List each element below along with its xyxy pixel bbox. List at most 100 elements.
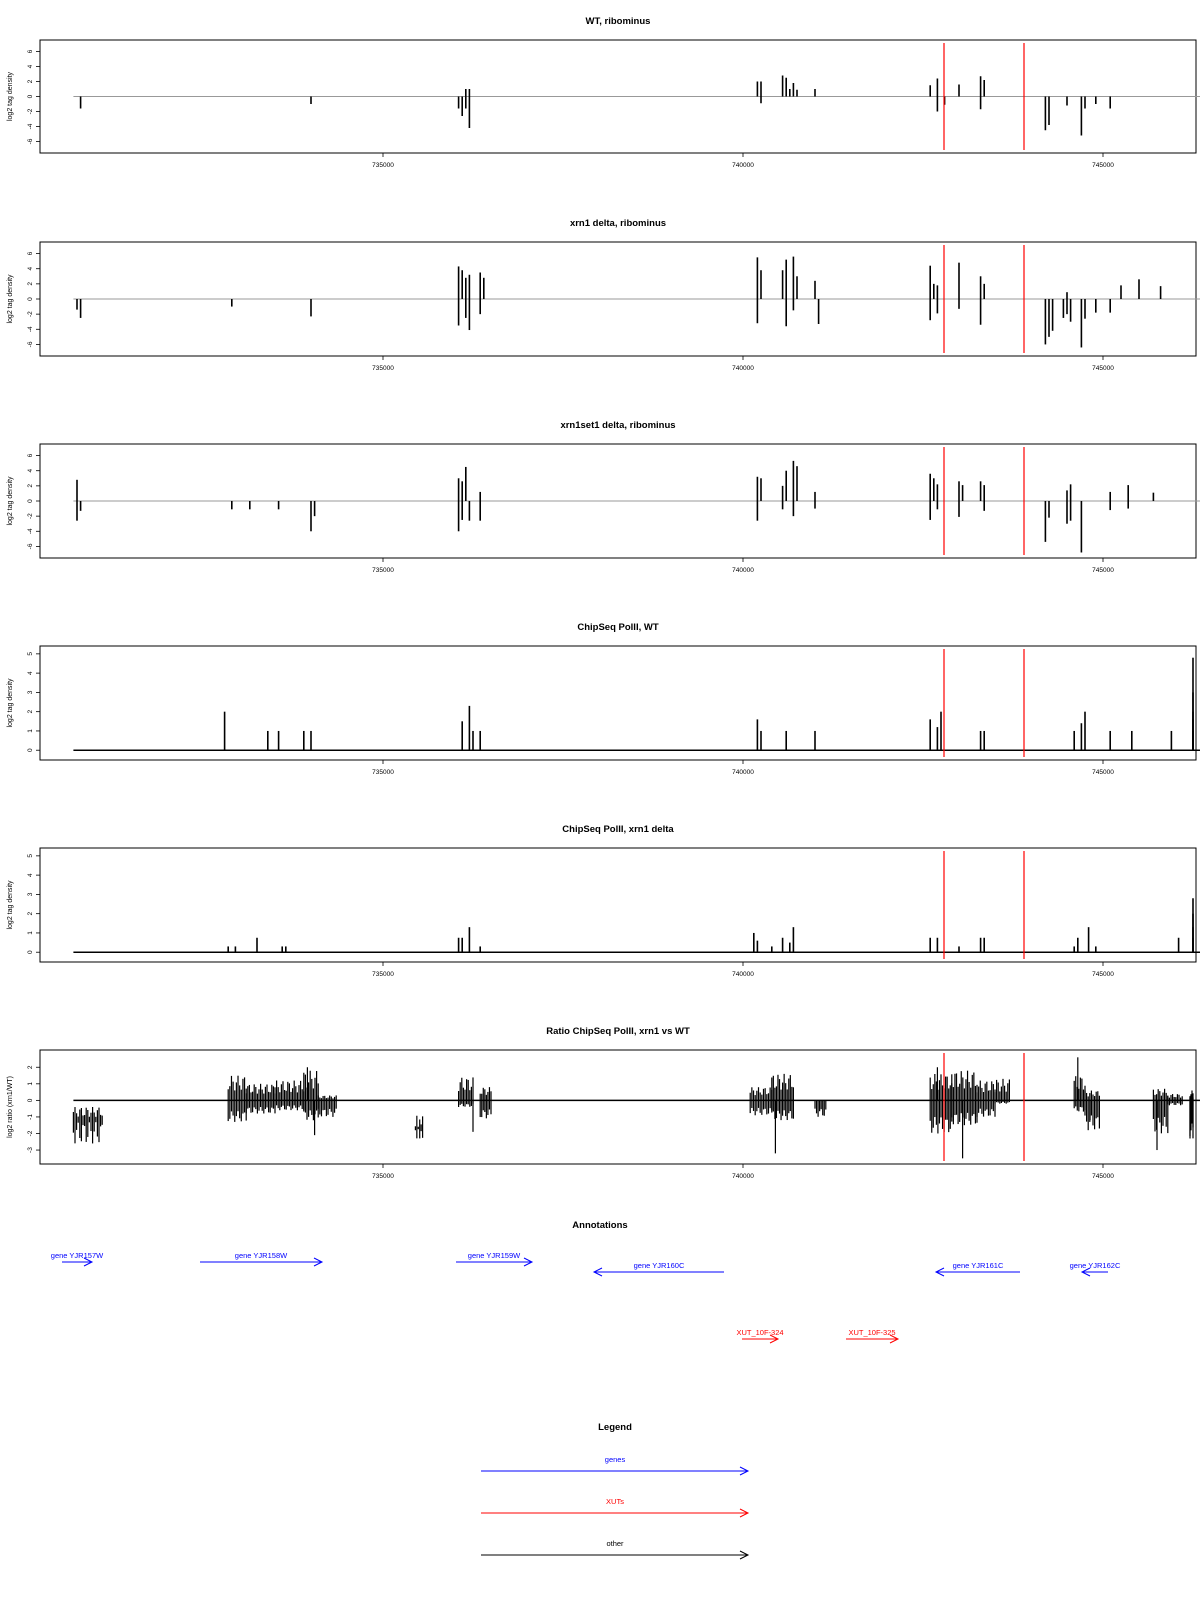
xut-arrow	[742, 1334, 780, 1344]
x-tick-label: 735000	[372, 567, 394, 574]
y-tick-label: -6	[27, 543, 34, 549]
xut-arrow	[846, 1334, 900, 1344]
x-tick-label: 745000	[1092, 365, 1114, 372]
y-tick-label: -4	[27, 123, 34, 129]
x-tick-label: 735000	[372, 162, 394, 169]
legend-label: XUTs	[606, 1497, 624, 1506]
arrow-head	[934, 1267, 945, 1277]
gene-label: gene YJR161C	[953, 1261, 1004, 1270]
x-tick-label: 735000	[372, 971, 394, 978]
x-tick-label: 745000	[1092, 769, 1114, 776]
y-tick-label: 2	[27, 911, 34, 915]
legend-arrow	[481, 1550, 750, 1560]
plot-frame	[39, 847, 1197, 963]
chart-panel-2: xrn1 delta, ribominus log2 tag density -6 -…	[7, 218, 1200, 372]
arrow-head	[523, 1257, 534, 1267]
arrow-head	[739, 1466, 750, 1476]
y-axis-label: log2 tag density	[7, 476, 14, 526]
gene-label: gene YJR157W	[51, 1251, 104, 1260]
y-tick-label: 6	[27, 251, 34, 255]
gene-arrow	[456, 1257, 534, 1267]
x-tick-label: 740000	[732, 365, 754, 372]
chart-panel-4: ChipSeq PolII, WT log2 tag density 0 1 2 3 4 5 7…	[7, 622, 1200, 776]
y-axis-label: log2 tag density	[7, 880, 14, 930]
y-tick-label: -3	[27, 1147, 34, 1153]
y-tick-label: 0	[27, 950, 34, 954]
y-tick-label: 4	[27, 469, 34, 473]
y-tick-label: 2	[27, 709, 34, 713]
y-tick-label: 6	[27, 453, 34, 457]
chart-title: Ratio ChipSeq PolII, xrn1 vs WT	[546, 1026, 690, 1037]
y-tick-label: 4	[27, 873, 34, 877]
gene-label: gene YJR162C	[1070, 1261, 1121, 1270]
x-tick-label: 745000	[1092, 162, 1114, 169]
y-tick-label: 2	[27, 484, 34, 488]
y-tick-label: -4	[27, 326, 34, 332]
y-tick-label: -2	[27, 311, 34, 317]
y-tick-label: 2	[27, 79, 34, 83]
y-tick-label: -6	[27, 341, 34, 347]
y-tick-label: 5	[27, 652, 34, 656]
y-tick-label: -1	[27, 1114, 34, 1120]
x-tick-label: 740000	[732, 1173, 754, 1180]
arrow-head	[83, 1257, 94, 1267]
y-tick-label: 0	[27, 297, 34, 301]
chart-title: ChipSeq PolII, xrn1 delta	[562, 824, 674, 835]
arrow-head	[739, 1550, 750, 1560]
chart-title: ChipSeq PolII, WT	[577, 622, 658, 633]
y-tick-label: 0	[27, 1098, 34, 1102]
arrow-head	[313, 1257, 324, 1267]
y-tick-label: 4	[27, 671, 34, 675]
y-tick-label: 0	[27, 748, 34, 752]
chart-title: xrn1 delta, ribominus	[570, 218, 666, 229]
x-tick-label: 740000	[732, 567, 754, 574]
plot-frame	[39, 645, 1197, 761]
gene-arrow	[1080, 1267, 1108, 1277]
chart-panel-3: xrn1set1 delta, ribominus log2 tag densit…	[7, 420, 1200, 574]
legend-label: other	[606, 1539, 624, 1548]
y-tick-label: -2	[27, 1130, 34, 1136]
xut-label: XUT_10F-325	[848, 1328, 895, 1337]
x-tick-label: 745000	[1092, 971, 1114, 978]
gene-arrow	[592, 1267, 724, 1277]
x-tick-label: 735000	[372, 365, 394, 372]
y-tick-label: -2	[27, 108, 34, 114]
legend-arrow	[481, 1508, 750, 1518]
legend-label: genes	[605, 1455, 626, 1464]
x-tick-label: 740000	[732, 162, 754, 169]
y-tick-label: 2	[27, 1065, 34, 1069]
y-axis-label: log2 ratio (xrn1/WT)	[7, 1076, 14, 1138]
y-tick-label: 3	[27, 690, 34, 694]
gene-arrow	[200, 1257, 324, 1267]
y-tick-label: 2	[27, 282, 34, 286]
chart-title: xrn1set1 delta, ribominus	[560, 420, 675, 431]
x-tick-label: 745000	[1092, 567, 1114, 574]
chart-panel-1: WT, ribominus log2 tag density -6 -4 -2 0 2 4 6 7…	[7, 16, 1200, 169]
x-tick-label: 735000	[372, 769, 394, 776]
y-tick-label: 3	[27, 892, 34, 896]
x-tick-label: 745000	[1092, 1173, 1114, 1180]
chart-panel-6: Ratio ChipSeq PolII, xrn1 vs WT log2 rati…	[7, 1026, 1200, 1180]
xut-label: XUT_10F-324	[736, 1328, 783, 1337]
arrow-head	[592, 1267, 603, 1277]
gene-arrow	[934, 1267, 1020, 1277]
y-tick-label: 4	[27, 267, 34, 271]
y-tick-label: 4	[27, 64, 34, 68]
y-axis-label: log2 tag density	[7, 274, 14, 324]
legend-title: Legend	[598, 1422, 632, 1433]
y-axis-label: log2 tag density	[7, 71, 14, 121]
y-tick-label: 1	[27, 729, 34, 733]
y-tick-label: 6	[27, 49, 34, 53]
x-tick-label: 735000	[372, 1173, 394, 1180]
y-tick-label: 1	[27, 931, 34, 935]
chart-panel-5: ChipSeq PolII, xrn1 delta log2 tag densit…	[7, 824, 1200, 978]
gene-label: gene YJR158W	[235, 1251, 288, 1260]
y-tick-label: 5	[27, 854, 34, 858]
legend-arrow	[481, 1466, 750, 1476]
chart-title: WT, ribominus	[586, 16, 651, 27]
y-tick-label: -6	[27, 138, 34, 144]
annotations-title: Annotations	[572, 1220, 627, 1231]
y-tick-label: 0	[27, 94, 34, 98]
arrow-head	[739, 1508, 750, 1518]
